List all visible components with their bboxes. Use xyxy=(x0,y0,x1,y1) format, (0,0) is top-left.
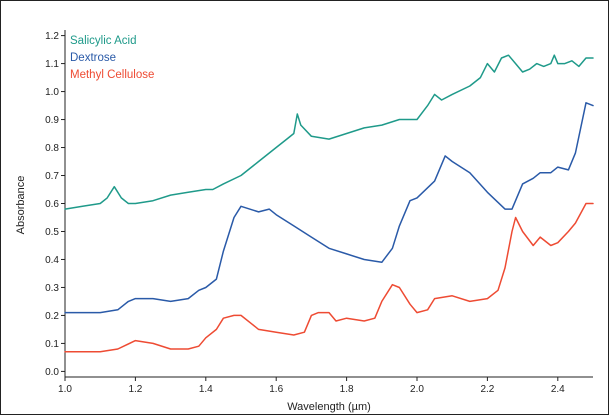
x-tick-label: 1.4 xyxy=(199,384,213,395)
legend-entry-salicylic-acid: Salicylic Acid xyxy=(70,35,136,47)
series-line-dextrose xyxy=(64,102,594,314)
legend-entry-methyl-cellulose: Methyl Cellulose xyxy=(70,69,154,81)
legend-entry-dextrose: Dextrose xyxy=(70,52,116,64)
legend: Salicylic Acid Dextrose Methyl Cellulose xyxy=(70,35,154,81)
x-tick-label: 1.8 xyxy=(340,384,354,395)
y-tick-label: 0.6 xyxy=(45,199,59,210)
y-tick-label: 0.2 xyxy=(45,311,59,322)
y-tick-label: 1.1 xyxy=(45,59,59,70)
y-tick-label: 0.9 xyxy=(45,115,59,126)
y-axis-title: Absorbance xyxy=(15,176,27,235)
y-tick-label: 0.7 xyxy=(45,171,59,182)
y-tick-label: 0.1 xyxy=(45,339,59,350)
y-tick-label: 1.0 xyxy=(45,87,59,98)
series-line-salicylic-acid xyxy=(64,54,594,210)
series-lines xyxy=(64,54,594,353)
x-tick-label: 2.2 xyxy=(480,384,494,395)
x-tick-label: 2.0 xyxy=(410,384,424,395)
y-tick-label: 0.8 xyxy=(45,143,59,154)
y-tick-label: 1.2 xyxy=(45,31,59,42)
x-tick-label: 1.6 xyxy=(269,384,283,395)
x-tick-label: 1.0 xyxy=(58,384,72,395)
y-ticks: 0.0 0.1 0.2 0.3 0.4 0.5 0.6 0.7 0.8 0.9 1.0 1.1 1.2 xyxy=(45,31,65,378)
x-ticks: 1.0 1.2 1.4 1.6 1.8 2.0 2.2 2.4 xyxy=(58,377,565,395)
series-line-methyl-cellulose xyxy=(64,202,594,353)
x-tick-label: 2.4 xyxy=(551,384,565,395)
y-tick-label: 0.3 xyxy=(45,283,59,294)
y-tick-label: 0.4 xyxy=(45,255,59,266)
x-axis-title: Wavelength (µm) xyxy=(287,401,371,413)
x-tick-label: 1.2 xyxy=(128,384,142,395)
y-tick-label: 0.0 xyxy=(45,367,59,378)
y-tick-label: 0.5 xyxy=(45,227,59,238)
